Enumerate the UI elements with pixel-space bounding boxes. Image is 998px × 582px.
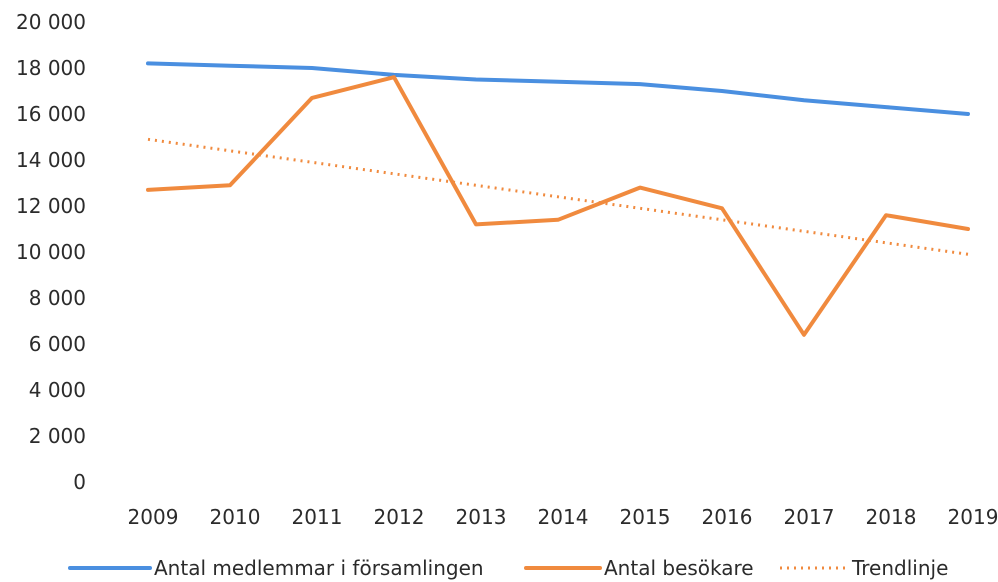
y-tick-label: 6 000 bbox=[29, 332, 86, 356]
x-tick-label: 2017 bbox=[784, 505, 835, 529]
y-tick-label: 18 000 bbox=[16, 56, 86, 80]
x-tick-label: 2016 bbox=[702, 505, 753, 529]
y-tick-label: 4 000 bbox=[29, 378, 86, 402]
x-tick-label: 2010 bbox=[210, 505, 261, 529]
x-tick-label: 2011 bbox=[292, 505, 343, 529]
x-tick-label: 2009 bbox=[128, 505, 179, 529]
y-axis: 0 2 000 4 000 6 000 8 000 10 000 12 000 14 000 1… bbox=[16, 10, 86, 494]
y-tick-label: 12 000 bbox=[16, 194, 86, 218]
legend-label-2: Antal besökare bbox=[604, 556, 754, 580]
series-line-3 bbox=[147, 137, 969, 256]
x-tick-label: 2018 bbox=[866, 505, 917, 529]
series-line-1 bbox=[146, 61, 970, 116]
x-axis: 2009 2010 2011 2012 2013 2014 2015 2016 2017 2018… bbox=[128, 505, 998, 529]
x-tick-label: 2013 bbox=[456, 505, 507, 529]
y-tick-label: 0 bbox=[73, 470, 86, 494]
legend: Antal medlemmar i församlingen Antal besö… bbox=[68, 556, 948, 580]
x-tick-label: 2012 bbox=[374, 505, 425, 529]
y-tick-label: 8 000 bbox=[29, 286, 86, 310]
series-line-2 bbox=[146, 75, 970, 337]
x-tick-label: 2014 bbox=[538, 505, 589, 529]
y-tick-label: 10 000 bbox=[16, 240, 86, 264]
legend-label-1: Antal medlemmar i församlingen bbox=[154, 556, 484, 580]
y-tick-label: 20 000 bbox=[16, 10, 86, 34]
x-tick-label: 2015 bbox=[620, 505, 671, 529]
series-layer bbox=[146, 61, 970, 337]
y-tick-label: 2 000 bbox=[29, 424, 86, 448]
y-tick-label: 16 000 bbox=[16, 102, 86, 126]
x-tick-label: 2019 bbox=[948, 505, 998, 529]
y-tick-label: 14 000 bbox=[16, 148, 86, 172]
legend-label-3: Trendlinje bbox=[851, 556, 948, 580]
